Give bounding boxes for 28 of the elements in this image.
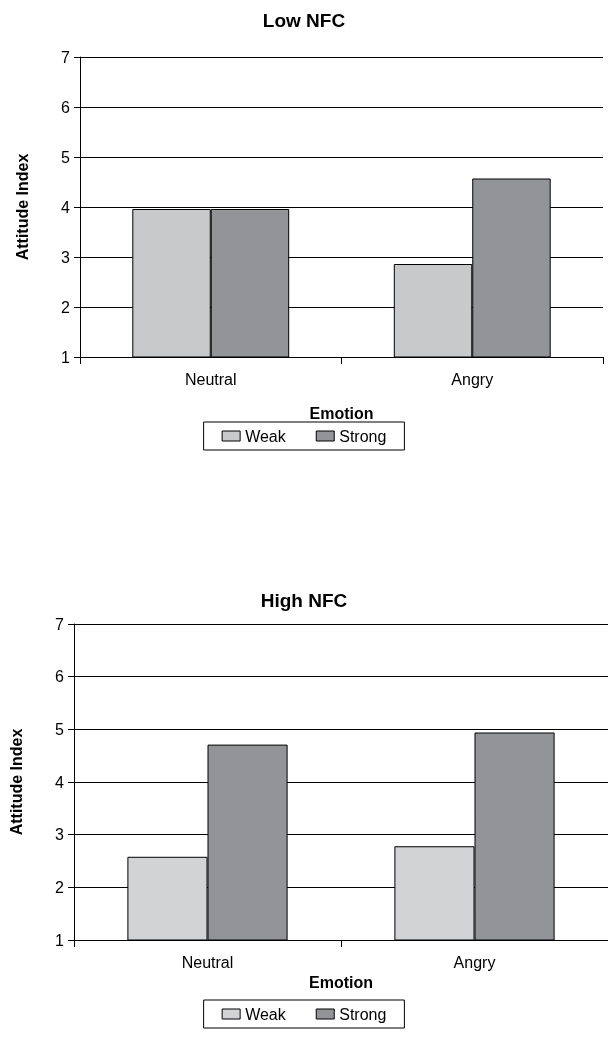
y-tick-label: 2: [61, 298, 71, 316]
x-tick-label: Angry: [453, 953, 496, 971]
y-tick-label: 7: [55, 615, 65, 633]
y-tick-label: 6: [61, 98, 71, 116]
y-tick-label: 6: [55, 668, 65, 686]
chart-title: Low NFC: [262, 10, 346, 31]
y-tick-label: 2: [55, 878, 65, 896]
x-tick-label: Neutral: [184, 370, 237, 388]
y-tick-label: 1: [55, 931, 65, 949]
y-tick-label: 1: [61, 348, 71, 366]
y-tick-label: 5: [55, 720, 65, 738]
legend-label: Strong: [339, 427, 387, 445]
y-tick-label: 4: [61, 198, 71, 216]
legend-label: Strong: [339, 1005, 387, 1023]
x-axis-title: Emotion: [309, 404, 374, 422]
legend-label: Weak: [245, 427, 287, 445]
y-axis-title: Attitude Index: [13, 153, 31, 261]
x-tick-label: Angry: [451, 370, 494, 388]
legend-label: Weak: [245, 1005, 287, 1023]
y-tick-label: 4: [55, 773, 65, 791]
y-tick-label: 7: [61, 48, 71, 66]
x-axis-title: Emotion: [309, 974, 373, 992]
chart-title: High NFC: [260, 590, 348, 611]
y-tick-label: 3: [55, 826, 65, 844]
y-tick-label: 5: [61, 148, 71, 166]
x-tick-label: Neutral: [181, 953, 234, 971]
y-axis-title: Attitude Index: [7, 728, 25, 836]
y-tick-label: 3: [61, 248, 71, 266]
